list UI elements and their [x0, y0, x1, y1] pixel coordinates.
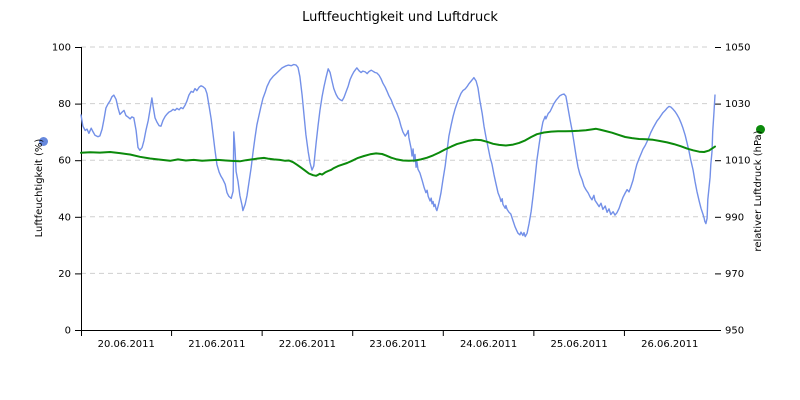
chart-title: Luftfeuchtigkeit und Luftdruck [302, 10, 498, 25]
y-axis-right: 950 970 990 1010 1030 1050 [715, 43, 750, 337]
right-tick-label: 1030 [725, 99, 750, 110]
left-tick-label: 60 [58, 156, 71, 167]
left-tick-label: 80 [58, 99, 71, 110]
pressure-line [80, 127, 716, 177]
right-tick-label: 1050 [725, 43, 750, 54]
humidity-line [80, 63, 716, 238]
x-tick-label: 23.06.2011 [369, 339, 426, 350]
right-tick-label: 990 [725, 212, 744, 223]
left-tick-label: 40 [58, 212, 71, 223]
grid-lines [81, 46, 709, 274]
right-tick-label: 950 [725, 326, 744, 337]
x-tick-label: 21.06.2011 [188, 339, 245, 350]
left-tick-label: 100 [52, 43, 71, 54]
x-tick-label: 26.06.2011 [641, 339, 698, 350]
x-tick-label: 24.06.2011 [460, 339, 517, 350]
x-tick-label: 25.06.2011 [551, 339, 608, 350]
x-axis: 20.06.2011 21.06.2011 22.06.2011 23.06.2011… [75, 330, 721, 350]
right-tick-label: 1010 [725, 156, 750, 167]
x-tick-label: 22.06.2011 [279, 339, 336, 350]
humidity-series-marker-icon [39, 137, 48, 146]
left-tick-label: 0 [65, 326, 71, 337]
right-tick-label: 970 [725, 269, 744, 280]
y-axis-left: 0 20 40 60 80 100 [52, 43, 82, 337]
left-tick-label: 20 [58, 269, 71, 280]
x-tick-label: 20.06.2011 [98, 339, 155, 350]
pressure-series-marker-icon [756, 125, 765, 134]
